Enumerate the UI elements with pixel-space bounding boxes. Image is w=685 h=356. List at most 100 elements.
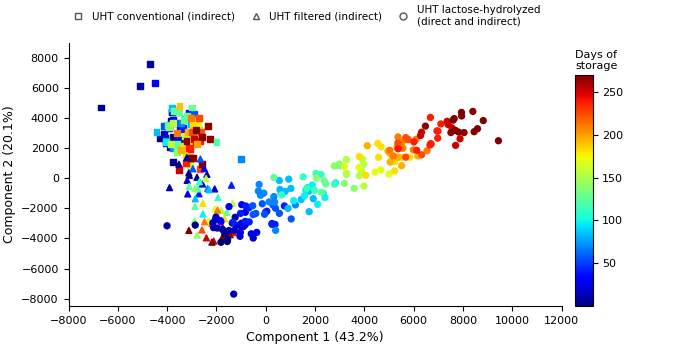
Point [161,139,172,145]
Point [210,214,221,220]
Point [181,152,192,158]
Point [236,202,247,208]
Point [362,143,373,148]
Point [269,199,280,205]
Point [201,176,212,182]
Point [358,183,369,189]
Point [174,103,185,109]
Point [211,139,222,145]
Point [264,199,275,205]
Point [182,191,193,197]
Point [384,171,395,177]
Point [384,147,395,153]
Point [187,130,198,135]
Point [341,157,352,162]
Point [194,191,205,197]
Point [174,145,185,151]
Point [184,162,195,168]
Point [229,227,240,233]
X-axis label: Component 1 (43.2%): Component 1 (43.2%) [247,331,384,345]
Point [240,209,251,215]
Point [206,239,217,245]
Point [172,130,183,136]
Point [190,186,201,192]
Point [208,238,219,244]
Point [279,203,290,209]
Point [255,192,266,198]
Point [354,154,365,159]
Point [164,122,175,127]
Point [236,223,247,229]
Point [235,230,246,235]
Point [334,163,345,169]
Point [188,117,199,122]
Point [341,171,352,176]
Point [469,129,479,135]
Point [416,152,427,158]
Point [216,208,227,214]
Point [160,135,171,141]
Point [456,110,467,115]
Point [191,141,202,146]
Point [420,123,431,129]
Point [432,128,443,134]
Point [151,129,162,135]
Point [432,135,443,141]
Point [178,117,189,123]
Point [161,140,172,146]
Point [188,136,199,142]
Point [223,228,234,234]
Point [210,206,221,212]
Point [219,231,230,236]
Point [240,219,251,224]
Point [400,155,411,160]
Point [217,227,228,232]
Point [234,234,245,239]
Point [373,155,384,160]
Point [187,155,198,161]
Point [184,145,195,151]
Point [170,110,181,115]
Point [290,202,301,208]
Point [396,163,407,168]
Point [393,146,404,151]
Point [179,116,190,122]
Point [197,181,208,187]
Point [416,130,427,135]
Point [397,139,408,145]
Point [301,185,312,191]
Point [158,124,169,129]
Point [238,224,249,229]
Point [227,220,238,226]
Point [173,161,184,167]
Point [186,121,197,127]
Point [166,109,177,114]
Point [209,186,220,192]
Point [393,146,404,151]
Point [411,136,422,142]
Point [253,182,264,187]
Point [229,230,240,236]
Point [442,119,453,124]
Point [269,194,279,199]
Point [182,130,193,135]
Point [184,184,195,189]
Point [260,210,271,215]
Point [432,128,443,134]
Y-axis label: Component 2 (20.1%): Component 2 (20.1%) [3,106,16,243]
Point [443,122,453,127]
Point [158,131,169,136]
Point [225,232,236,237]
Point [447,125,458,131]
Point [358,161,369,167]
Point [167,120,178,126]
Point [229,214,240,220]
Point [160,138,171,144]
Point [393,146,403,152]
Point [176,137,187,142]
Point [445,130,456,135]
Point [450,142,461,148]
Point [266,221,277,226]
Point [467,109,478,114]
Point [171,145,182,151]
